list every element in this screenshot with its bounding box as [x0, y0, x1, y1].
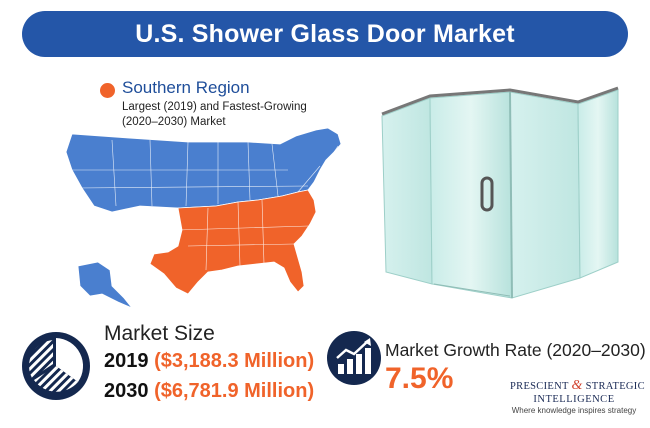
market-size-value: ($6,781.9 Million)	[154, 380, 315, 402]
growth-rate-label: Market Growth Rate (2020–2030)	[385, 340, 646, 360]
glass-far-right-panel	[577, 89, 619, 279]
door-handle	[480, 176, 494, 212]
logo-word-prescient: PRESCIENT	[510, 381, 569, 392]
company-logo: PRESCIENT & STRATEGIC INTELLIGENCE Where…	[510, 378, 645, 415]
legend-marker	[100, 83, 115, 98]
growth-rate-value: 7.5%	[385, 362, 454, 395]
top-rail	[381, 86, 619, 116]
logo-name-line: PRESCIENT & STRATEGIC	[510, 378, 645, 394]
legend-description: Largest (2019) and Fastest-Growing (2020…	[122, 101, 307, 128]
glass-right-panel	[509, 91, 581, 299]
legend-title: Southern Region	[122, 78, 250, 97]
us-map-icon	[65, 127, 342, 309]
map-southern-region	[149, 189, 317, 295]
logo-ampersand: &	[571, 378, 583, 393]
logo-word-strategic: STRATEGIC	[585, 381, 645, 392]
market-size-row-2030: 2030 ($6,781.9 Million)	[104, 380, 314, 403]
growth-chart-icon	[327, 331, 381, 385]
market-size-label: Market Size	[104, 322, 215, 345]
market-size-value: ($3,188.3 Million)	[154, 350, 315, 372]
page-title: U.S. Shower Glass Door Market	[135, 19, 515, 48]
logo-word-intelligence: INTELLIGENCE	[533, 394, 615, 405]
glass-left-panel	[381, 97, 433, 285]
market-size-row-2019: 2019 ($3,188.3 Million)	[104, 350, 314, 373]
map-alaska	[77, 261, 133, 309]
logo-tagline: Where knowledge inspires strategy	[511, 406, 637, 415]
glass-door-panel	[429, 91, 513, 299]
pie-chart-icon	[22, 332, 90, 400]
market-size-year: 2019	[104, 350, 149, 372]
title-banner: U.S. Shower Glass Door Market	[22, 11, 628, 57]
market-size-year: 2030	[104, 380, 149, 402]
shower-door-illustration	[381, 86, 619, 299]
